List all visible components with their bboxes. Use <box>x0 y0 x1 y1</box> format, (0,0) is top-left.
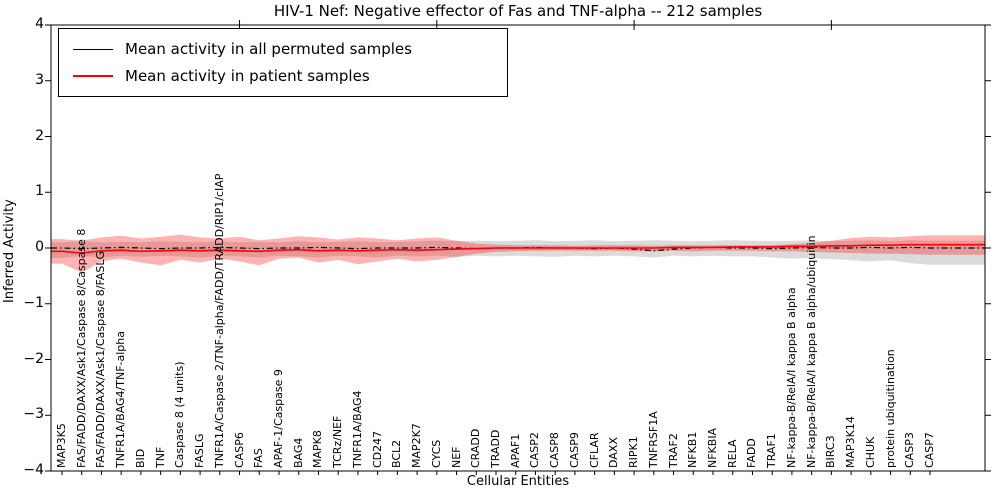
x-tick-label: NFKBIA <box>706 427 719 468</box>
x-tick-label: protein ubiquitination <box>883 349 897 468</box>
x-tick-label: CASP7 <box>923 432 936 468</box>
x-tick-label: Caspase 8 (4 units) <box>173 361 187 469</box>
x-tick-label: NEF <box>449 446 463 468</box>
legend-item: Mean activity in patient samples <box>73 67 507 85</box>
permuted-mean-line <box>51 246 985 252</box>
x-tick-label: MAP3K5 <box>55 423 68 468</box>
patient-samples-legend-line-icon <box>73 75 113 77</box>
patient-band <box>51 234 985 273</box>
x-tick-label: TRADD <box>489 429 502 468</box>
x-tick-label: BAG4 <box>291 437 305 468</box>
x-tick-label: CYCS <box>429 439 443 468</box>
x-tick-label: CASP8 <box>548 432 562 468</box>
x-tick-label: NFKB1 <box>686 431 700 468</box>
x-tick-label: TNFRSF1A <box>646 411 660 468</box>
legend-item: Mean activity in all permuted samples <box>73 40 507 58</box>
x-tick-label: RIPK1 <box>627 436 641 468</box>
y-tick-label: 3 <box>35 71 44 88</box>
x-tick-label: CRADD <box>469 428 483 468</box>
x-tick-label: RELA <box>725 439 739 469</box>
y-tick-label: −1 <box>23 294 44 311</box>
x-tick-label: CASP2 <box>528 432 542 468</box>
x-tick-label: CASP6 <box>232 432 246 468</box>
x-tick-label: APAF-1/Caspase 9 <box>272 369 285 468</box>
y-tick-label: −2 <box>23 350 44 367</box>
y-tick-label: 1 <box>35 183 44 200</box>
x-tick-label: CASP9 <box>567 432 581 468</box>
x-tick-label: APAF1 <box>508 433 522 468</box>
x-tick-label: MAP2K7 <box>410 423 424 468</box>
x-tick-label: TNF <box>153 446 167 468</box>
x-tick-label: TNFR1A/BAG4/TNF-alpha <box>114 331 128 468</box>
x-axis-label: Cellular Entities <box>466 474 570 489</box>
x-tick-label: FASLG <box>193 433 207 468</box>
x-tick-label: MAPK8 <box>311 430 325 468</box>
x-tick-label: CFLAR <box>587 432 601 468</box>
x-tick-label: FADD <box>745 438 759 468</box>
y-tick-label: 2 <box>35 127 44 144</box>
patient-mean-line <box>51 243 985 254</box>
y-tick-label: 4 <box>35 16 44 32</box>
legend-item-label: Mean activity in patient samples <box>125 67 370 85</box>
x-tick-label: BID <box>133 448 147 468</box>
y-tick-label: 0 <box>35 239 44 255</box>
legend: Mean activity in all permuted samples Me… <box>58 28 508 97</box>
x-tick-label: CD247 <box>370 430 384 468</box>
x-tick-label: NF-kappa-B/RelA/I kappa B alpha/ubiquiti… <box>804 235 818 468</box>
chart-title: HIV-1 Nef: Negative effector of Fas and … <box>273 2 763 20</box>
y-tick-label: −4 <box>23 462 44 478</box>
x-tick-label: CASP3 <box>903 432 917 468</box>
x-tick-label: FAS/FADD/DAXX/Ask1/Caspase 8/FASLG <box>94 251 108 468</box>
x-tick-label: TRAF1 <box>765 433 779 468</box>
x-tick-label: CHUK <box>863 436 877 468</box>
x-tick-label: BIRC3 <box>824 435 838 468</box>
x-tick-label: FAS/FADD/DAXX/Ask1/Caspase 8/Caspase 8 <box>74 228 88 468</box>
x-tick-label: TNFR1A/Caspase 2/TNF-alpha/FADD/TRADD/RI… <box>212 173 226 468</box>
x-tick-label: MAP3K14 <box>844 416 858 468</box>
x-tick-label: BCL2 <box>390 439 404 468</box>
legend-item-label: Mean activity in all permuted samples <box>125 40 412 58</box>
x-tick-label: DAXX <box>607 437 621 468</box>
permuted-samples-legend-line-icon <box>73 48 113 50</box>
x-tick-label: TNFR1A/BAG4 <box>350 390 364 468</box>
y-tick-label: −3 <box>23 406 44 423</box>
x-tick-label: TCRz/NEF <box>331 415 345 468</box>
x-tick-label: TRAF2 <box>666 433 680 468</box>
x-tick-label: NF-kappa-B/RelA/I kappa B alpha <box>784 287 798 468</box>
x-tick-label: FAS <box>252 448 266 468</box>
